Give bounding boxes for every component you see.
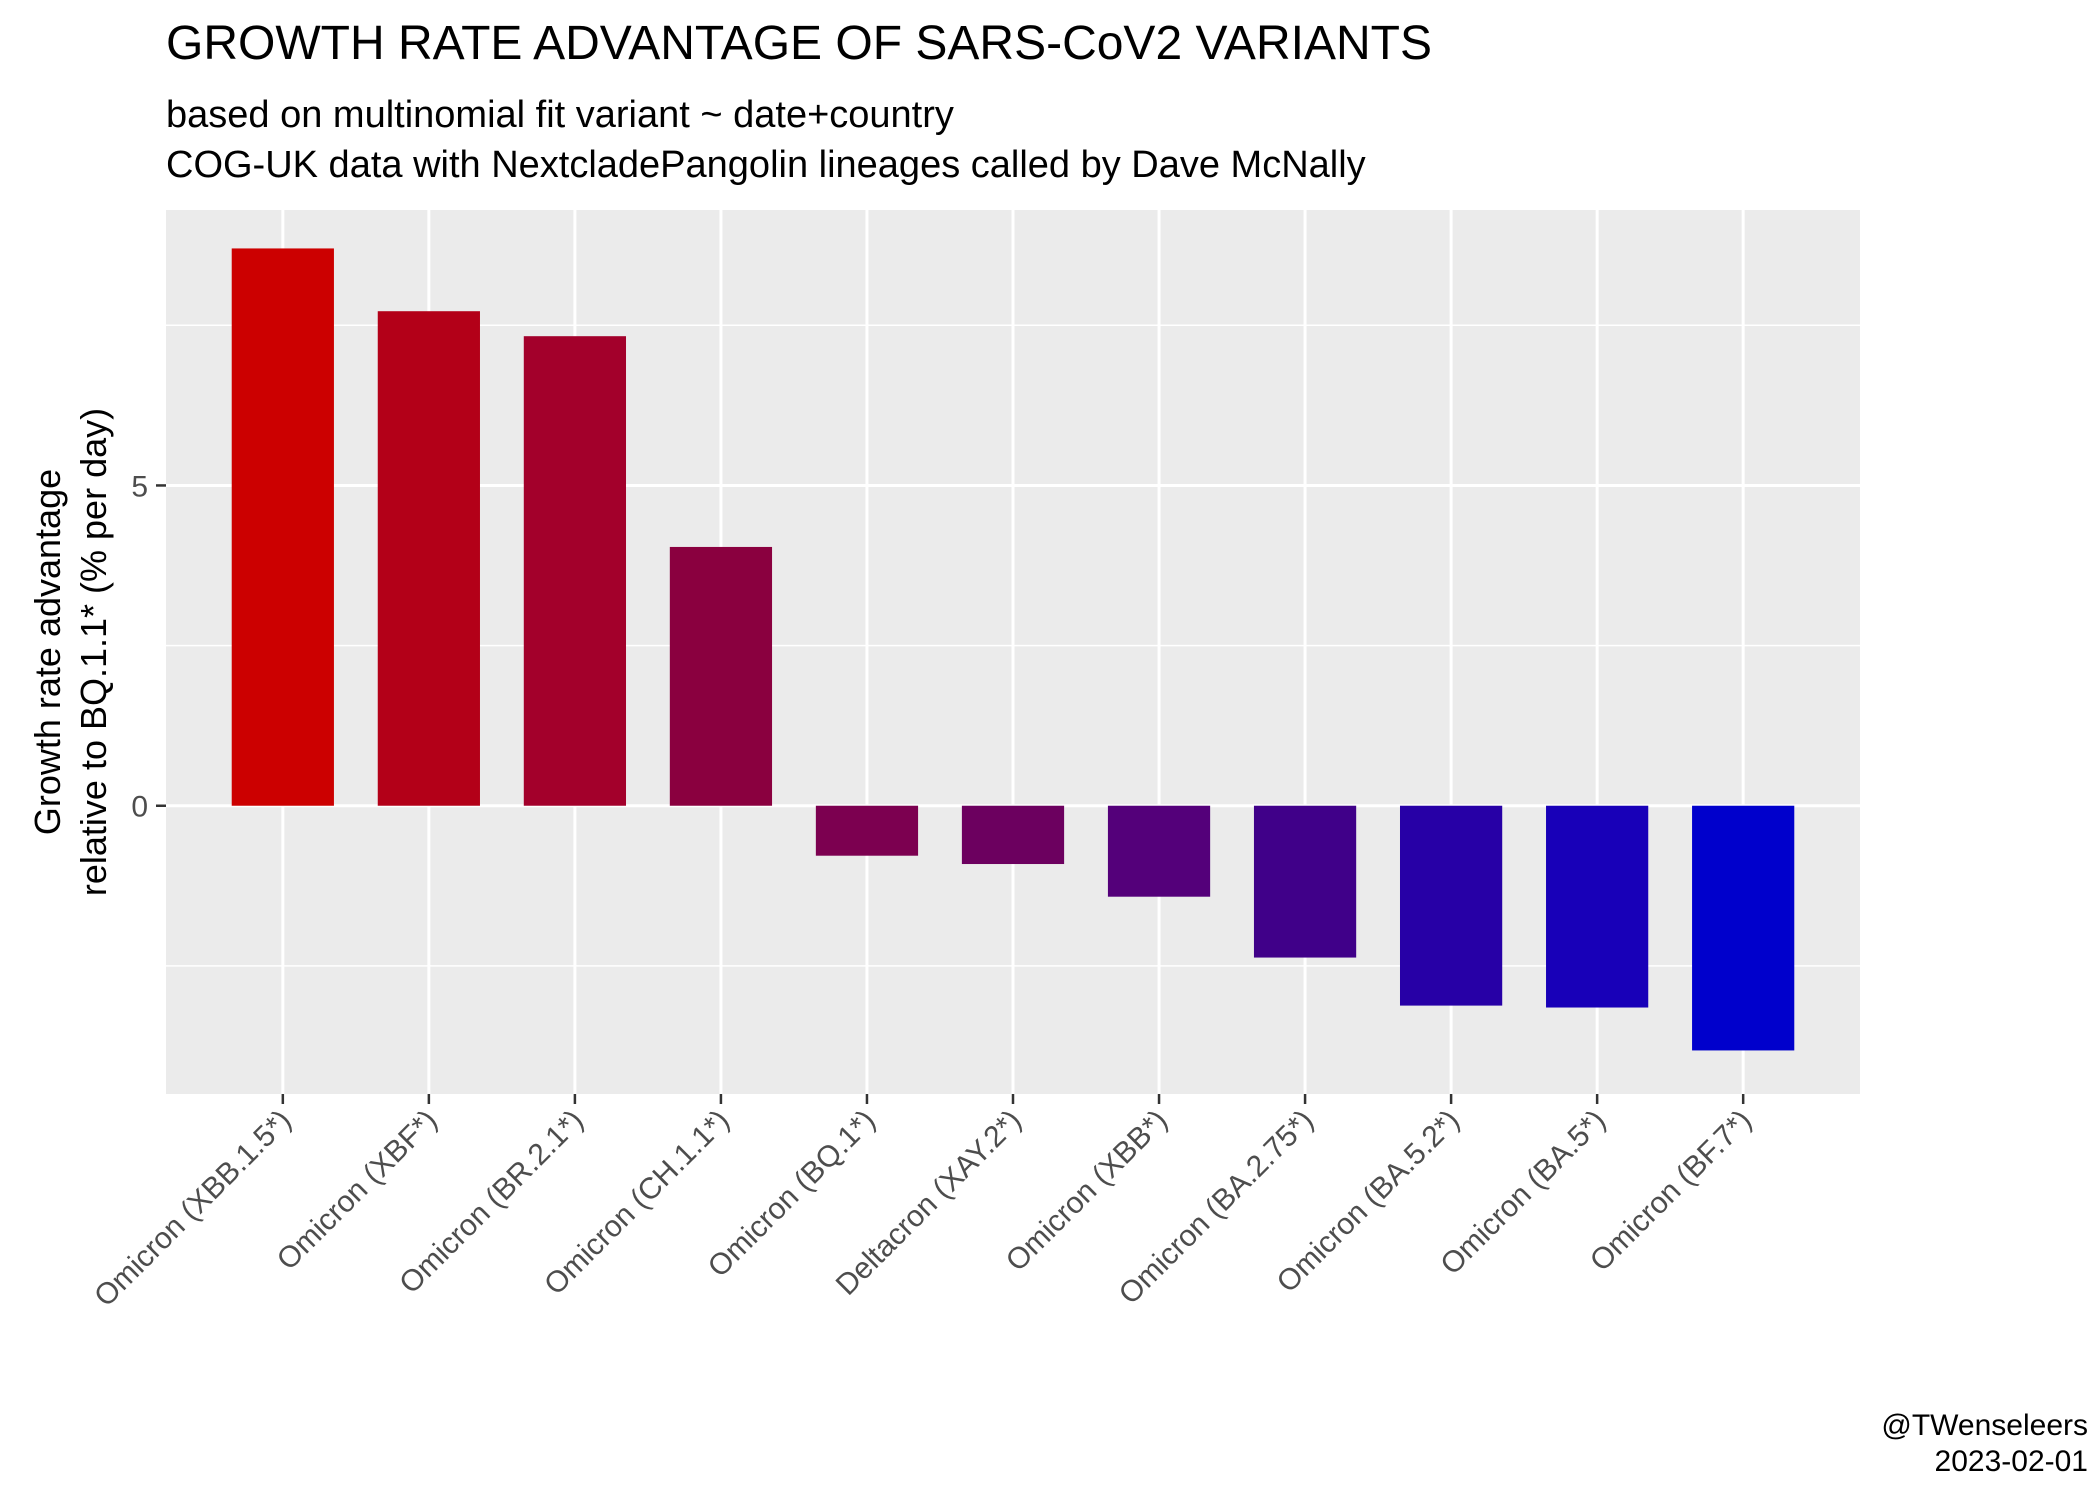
- bar-5: [815, 805, 919, 856]
- x-tick-label: Omicron (BF.7*): [1584, 1104, 1758, 1278]
- credit-author: @TWenseleers: [1881, 1409, 2088, 1442]
- chart-subtitle-line-2: COG-UK data with NextcladePangolin linea…: [166, 144, 1366, 186]
- bar-9: [1399, 805, 1503, 1006]
- bar-4: [669, 546, 773, 806]
- credit-date: 2023-02-01: [1934, 1445, 2088, 1478]
- chart-title: GROWTH RATE ADVANTAGE OF SARS-CoV2 VARIA…: [166, 17, 1432, 70]
- bar-3: [523, 336, 627, 806]
- y-tick-label: 5: [131, 470, 148, 503]
- y-axis-label-line-2: relative to BQ.1.1* (% per day): [73, 408, 114, 896]
- chart-subtitle-line-1: based on multinomial fit variant ~ date+…: [166, 94, 954, 136]
- bar-8: [1253, 805, 1357, 958]
- bar-2: [377, 311, 480, 806]
- y-axis-label-line-1: Growth rate advantage: [27, 469, 68, 835]
- bar-10: [1546, 805, 1649, 1008]
- x-tick-label: Omicron (XBB.1.5*): [88, 1104, 298, 1314]
- y-tick-label: 0: [131, 791, 148, 824]
- bar-1: [231, 248, 334, 806]
- x-tick-label: Omicron (XBF*): [271, 1104, 444, 1277]
- bar-6: [961, 805, 1065, 865]
- bars: [231, 248, 1795, 1051]
- bar-11: [1692, 805, 1795, 1051]
- bar-7: [1107, 805, 1211, 897]
